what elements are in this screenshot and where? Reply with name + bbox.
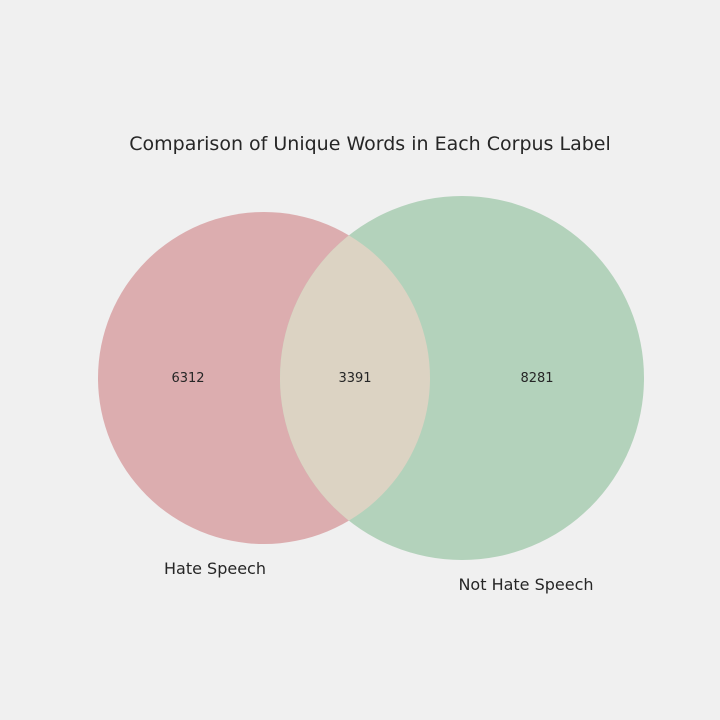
not-hate-speech-only-count: 8281 [520, 371, 553, 386]
hate-speech-label: Hate Speech [164, 559, 266, 578]
intersection-count: 3391 [338, 371, 371, 386]
chart-title: Comparison of Unique Words in Each Corpu… [129, 133, 611, 155]
not-hate-speech-label: Not Hate Speech [458, 575, 593, 594]
hate-speech-only-count: 6312 [171, 371, 204, 386]
intersection-region [280, 212, 430, 544]
